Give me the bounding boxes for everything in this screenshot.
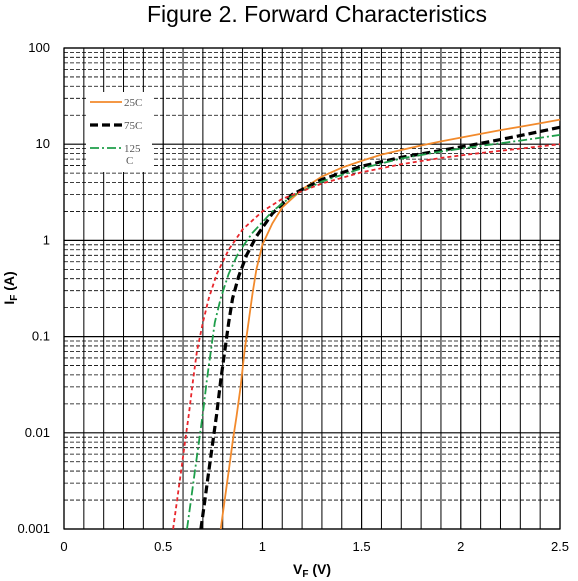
x-tick-label: 0 xyxy=(60,539,67,554)
legend: 25C 75C 125 C xyxy=(86,92,152,172)
series-line-75c xyxy=(199,125,561,530)
y-tick-label: 1 xyxy=(43,232,50,247)
x-tick-label: 1.5 xyxy=(353,539,371,554)
y-tick-label: 100 xyxy=(28,40,50,55)
series-line-series-4 xyxy=(172,143,561,530)
x-tick-label: 2.5 xyxy=(551,539,569,554)
x-tick-label: 0.5 xyxy=(154,539,172,554)
legend-label: 125 C xyxy=(124,143,141,167)
series-lines xyxy=(172,118,561,530)
y-axis-label: IF (A) xyxy=(1,271,20,304)
y-tick-label: 10 xyxy=(36,136,50,151)
y-tick-label: 0.1 xyxy=(32,329,50,344)
x-tick-label: 2 xyxy=(457,539,464,554)
plot-frame xyxy=(63,47,561,530)
y-tick-label: 0.001 xyxy=(17,521,50,536)
x-tick-label: 1 xyxy=(259,539,266,554)
series-line-125c xyxy=(186,134,561,530)
legend-label: 25C xyxy=(124,97,142,109)
axis-ticks: 0 0.5 1 1.5 2 2.5 0.001 0.01 0.1 1 10 100 xyxy=(17,40,569,554)
x-axis-label: VF (V) xyxy=(293,561,331,580)
chart-title: Figure 2. Forward Characteristics xyxy=(147,1,487,27)
series-line-25c xyxy=(219,118,561,530)
legend-label: 75C xyxy=(124,120,142,132)
y-tick-label: 0.01 xyxy=(25,425,50,440)
legend-box xyxy=(86,92,152,172)
